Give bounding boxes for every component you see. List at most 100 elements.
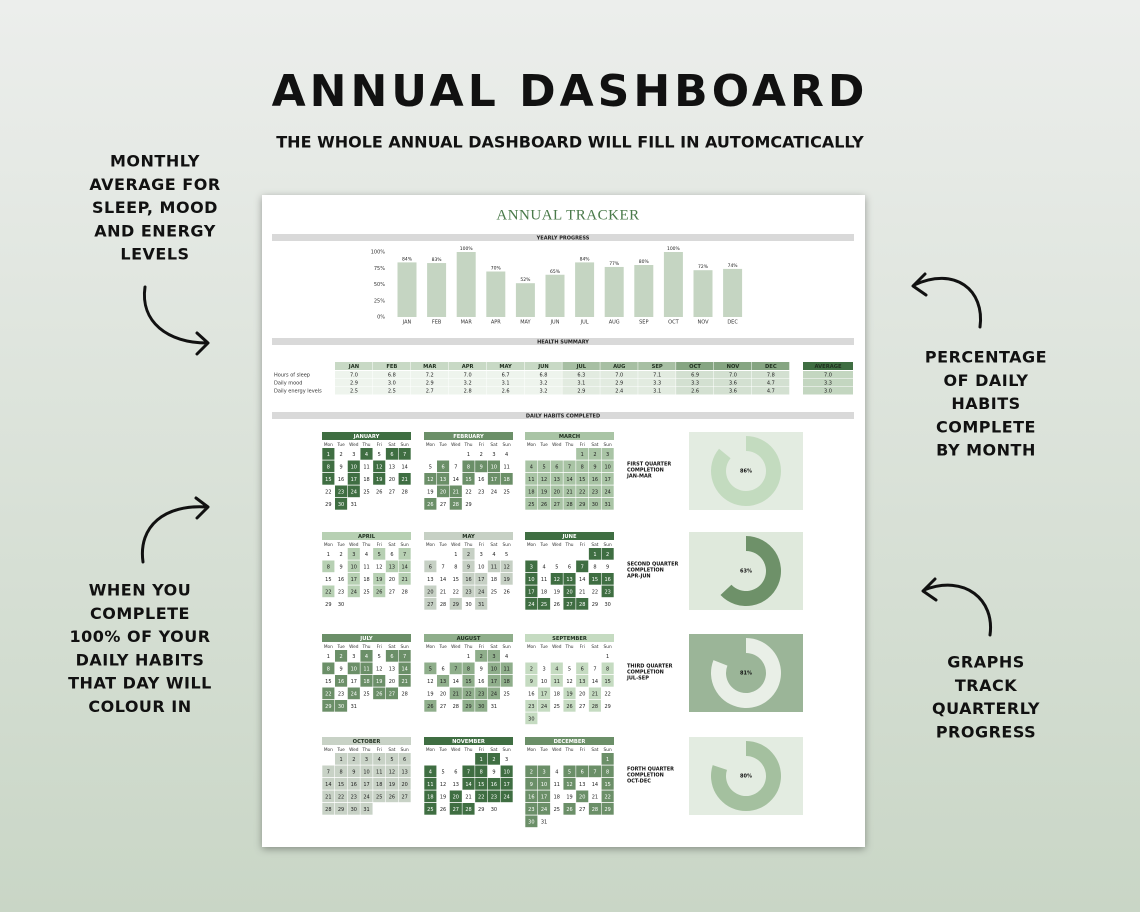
- bar-value-label: 52%: [520, 277, 531, 283]
- day-number: 22: [604, 794, 610, 800]
- day-cell: [601, 662, 614, 675]
- day-cell: [576, 803, 589, 815]
- day-number: 5: [429, 666, 432, 672]
- weekday: Fri: [580, 542, 585, 548]
- day-number: 7: [454, 464, 457, 470]
- day-cell: [437, 662, 450, 675]
- day-cell: [347, 485, 360, 498]
- day-cell: [563, 460, 576, 473]
- day-number: 16: [465, 577, 471, 583]
- day-number: 2: [530, 769, 533, 775]
- day-cell: [576, 687, 589, 700]
- day-number: 17: [351, 679, 357, 685]
- day-cell: [347, 650, 360, 662]
- table-cell: [600, 371, 638, 379]
- day-number: 4: [542, 564, 545, 570]
- day-cell: [487, 460, 500, 473]
- day-number: 3: [480, 552, 483, 558]
- day-cell: [437, 560, 450, 573]
- table-value: 2.9: [350, 381, 358, 387]
- day-cell: [424, 485, 437, 498]
- day-cell: [462, 675, 475, 687]
- day-cell: [500, 448, 513, 460]
- day-number: 4: [505, 654, 508, 660]
- day-number: 14: [566, 477, 572, 483]
- quarter-label: COMPLETION: [627, 568, 664, 574]
- month-name: AUGUST: [457, 636, 481, 642]
- table-header-cell: [803, 362, 853, 370]
- x-tick-label: NOV: [697, 320, 709, 326]
- day-cell: [487, 585, 500, 598]
- day-number: 27: [566, 602, 572, 608]
- day-number: 18: [541, 589, 547, 595]
- day-cell: [424, 473, 437, 485]
- day-number: 16: [478, 477, 484, 483]
- day-number: 13: [453, 782, 459, 788]
- quarter-label: JAN-MAR: [626, 474, 652, 480]
- day-number: 23: [604, 589, 610, 595]
- day-number: 25: [363, 489, 369, 495]
- day-number: 10: [351, 464, 357, 470]
- day-number: 21: [465, 794, 471, 800]
- day-cell: [437, 460, 450, 473]
- day-number: 3: [352, 654, 355, 660]
- day-number: 24: [604, 489, 610, 495]
- day-number: 20: [453, 794, 459, 800]
- day-cell: [449, 765, 462, 778]
- day-cell: [373, 790, 386, 803]
- day-cell: [437, 778, 450, 790]
- day-cell: [588, 498, 601, 510]
- table-cell: [751, 379, 790, 387]
- day-cell: [398, 687, 411, 700]
- table-cell: [803, 379, 853, 387]
- day-cell: [449, 700, 462, 712]
- day-cell: [487, 700, 500, 712]
- table-value: 3.3: [691, 381, 699, 387]
- table-value: 6.8: [539, 373, 547, 379]
- weekday: Wed: [349, 747, 359, 753]
- bar-value-label: 74%: [728, 263, 739, 269]
- table-cell: [486, 387, 524, 395]
- day-number: 26: [566, 704, 572, 710]
- weekday: Wed: [349, 442, 359, 448]
- day-cell: [500, 560, 513, 573]
- day-cell: [576, 662, 589, 675]
- bar-value-label: 100%: [460, 246, 474, 252]
- bar: [545, 274, 565, 317]
- day-cell: [601, 473, 614, 485]
- day-number: 6: [403, 757, 406, 763]
- day-number: 3: [352, 552, 355, 558]
- day-number: 20: [440, 691, 446, 697]
- weekday: Tue: [336, 542, 345, 548]
- table-value: 7.0: [824, 373, 832, 379]
- day-number: 28: [592, 807, 598, 813]
- weekday: Sat: [388, 542, 395, 548]
- day-number: 26: [376, 589, 382, 595]
- day-number: 11: [503, 464, 509, 470]
- day-number: 21: [453, 691, 459, 697]
- day-number: 7: [581, 564, 584, 570]
- day-number: 3: [352, 452, 355, 458]
- day-number: 17: [491, 679, 497, 685]
- day-cell: [601, 700, 614, 712]
- day-cell: [347, 548, 360, 560]
- table-header: DEC: [765, 364, 777, 370]
- day-number: 28: [453, 502, 459, 508]
- day-cell: [475, 700, 488, 712]
- day-cell: [347, 585, 360, 598]
- day-cell: [360, 790, 373, 803]
- day-number: 31: [478, 602, 484, 608]
- day-number: 25: [376, 794, 382, 800]
- day-number: 2: [339, 552, 342, 558]
- day-number: 17: [351, 577, 357, 583]
- table-cell: [448, 387, 487, 395]
- x-tick-label: JUL: [580, 320, 589, 326]
- day-cell: [563, 585, 576, 598]
- day-number: 19: [440, 794, 446, 800]
- day-cell: [424, 460, 437, 473]
- day-cell: [475, 560, 488, 573]
- day-number: 11: [554, 782, 560, 788]
- day-number: 1: [454, 552, 457, 558]
- day-cell: [475, 460, 488, 473]
- main-title: ANNUAL DASHBOARD: [272, 66, 869, 117]
